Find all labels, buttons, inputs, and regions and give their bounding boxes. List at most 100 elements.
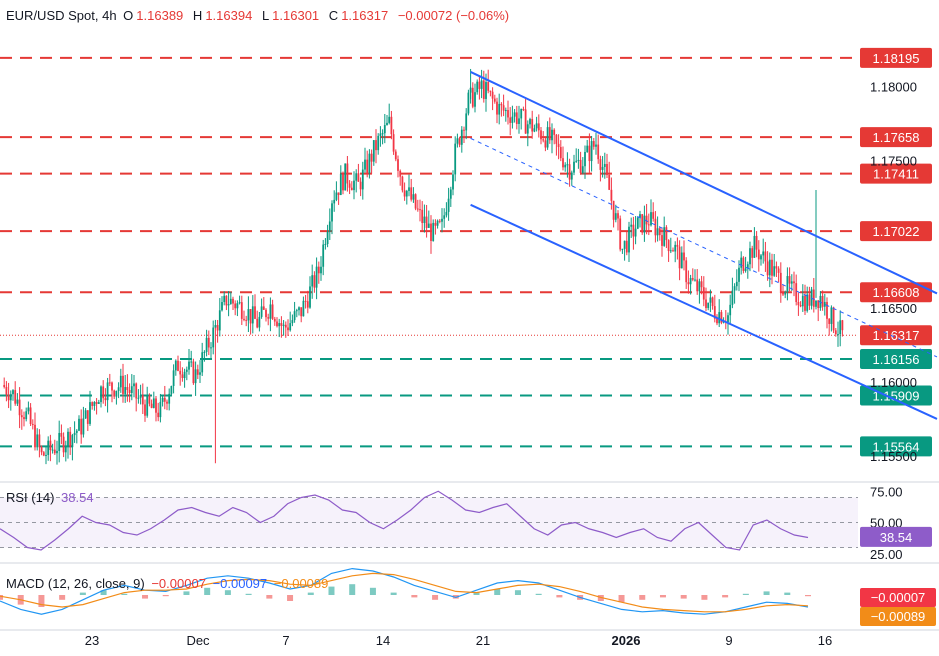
candle-body xyxy=(630,224,633,227)
macd-hist-bar xyxy=(659,595,666,598)
candle-body xyxy=(31,423,34,425)
candle-body xyxy=(29,407,32,424)
candle-body xyxy=(212,327,215,348)
candle-body xyxy=(346,163,349,184)
candle-body xyxy=(357,173,360,182)
candle-body xyxy=(152,398,155,408)
candle-body xyxy=(823,301,826,307)
candle-body xyxy=(287,327,289,331)
candle-body xyxy=(482,80,485,99)
price-legend: EUR/USD Spot, 4h O 1.16389 H 1.16394 L 1.16… xyxy=(6,8,510,23)
candle-body xyxy=(69,431,72,448)
macd-hist-bar xyxy=(639,595,646,600)
candle-body xyxy=(179,370,182,375)
candle-body xyxy=(262,306,265,310)
candle-body xyxy=(434,222,437,226)
candle-body xyxy=(575,160,578,162)
candle-body xyxy=(716,318,718,324)
candle-body xyxy=(507,110,509,118)
channel-lower-line xyxy=(470,203,938,420)
candle-body xyxy=(713,306,716,319)
rsi-line xyxy=(0,490,809,551)
candle-body xyxy=(669,250,672,252)
rsi-badge xyxy=(860,526,932,547)
candle-body xyxy=(425,216,428,228)
candle-body xyxy=(676,244,679,247)
candle-body xyxy=(295,310,298,312)
macd-hist-bar xyxy=(183,591,190,595)
candle-body xyxy=(313,275,316,288)
candle-body xyxy=(284,324,287,328)
candle-body xyxy=(452,174,454,190)
candle-body xyxy=(485,82,487,99)
candle-body xyxy=(133,383,135,387)
candle-body xyxy=(137,397,140,399)
candle-body xyxy=(480,80,483,89)
candle-body xyxy=(370,153,373,162)
open-value: 1.16389 xyxy=(136,8,184,23)
candle-body xyxy=(680,252,683,269)
candle-body xyxy=(757,249,760,260)
candle-body xyxy=(397,159,399,171)
candle-body xyxy=(700,281,703,288)
macd-hist-bar xyxy=(742,593,749,595)
candle-body xyxy=(361,169,364,190)
candle-body xyxy=(768,259,771,276)
candle-body xyxy=(760,255,762,260)
candle-body xyxy=(636,217,639,229)
candle-body xyxy=(801,295,804,307)
candle-body xyxy=(614,213,617,220)
candle-body xyxy=(177,360,179,371)
candle-body xyxy=(223,295,226,303)
candle-body xyxy=(194,369,197,384)
candle-body xyxy=(619,218,622,250)
candle-body xyxy=(260,306,263,317)
candle-body xyxy=(533,128,536,132)
candle-body xyxy=(386,122,388,126)
candle-body xyxy=(328,221,331,232)
candle-body xyxy=(150,403,153,408)
rsi-badge-label: 38.54 xyxy=(880,530,913,545)
candle-body xyxy=(309,286,311,308)
candle-body xyxy=(117,387,120,391)
macd-hist-bar xyxy=(722,595,729,598)
candle-body xyxy=(746,264,749,269)
level-badge-3 xyxy=(860,221,932,242)
candle-body xyxy=(23,417,25,420)
candle-body xyxy=(199,372,201,375)
candle-body xyxy=(595,144,597,147)
macd-hist-bar xyxy=(390,592,397,595)
macd-hist-bar xyxy=(121,593,128,595)
candle-body xyxy=(766,261,769,276)
candle-body xyxy=(205,337,208,352)
candle-body xyxy=(427,223,430,228)
candle-body xyxy=(540,130,542,140)
candle-body xyxy=(685,260,688,283)
candle-body xyxy=(841,320,844,331)
candle-body xyxy=(163,397,166,402)
macd-hist-bar xyxy=(473,592,480,595)
candle-body xyxy=(639,214,641,218)
candle-body xyxy=(790,281,793,284)
macd-hist-bar xyxy=(535,593,542,595)
candle-body xyxy=(218,310,221,331)
candle-body xyxy=(564,164,567,168)
time-tick-label: 21 xyxy=(476,633,490,648)
candle-body xyxy=(546,127,549,148)
candle-body xyxy=(148,395,151,404)
candle-body xyxy=(441,218,443,222)
candle-body xyxy=(181,374,184,379)
level-badge-6 xyxy=(860,348,932,369)
candle-body xyxy=(161,397,164,402)
time-tick-label: 7 xyxy=(282,633,289,648)
candle-body xyxy=(447,198,450,212)
macd-hist-bar xyxy=(784,592,791,595)
candle-body xyxy=(502,105,505,111)
candle-body xyxy=(438,220,441,222)
candle-body xyxy=(359,181,362,190)
candle-body xyxy=(18,399,21,416)
candle-body xyxy=(111,382,113,391)
candle-body xyxy=(782,293,784,295)
close-value: 1.16317 xyxy=(341,8,389,23)
